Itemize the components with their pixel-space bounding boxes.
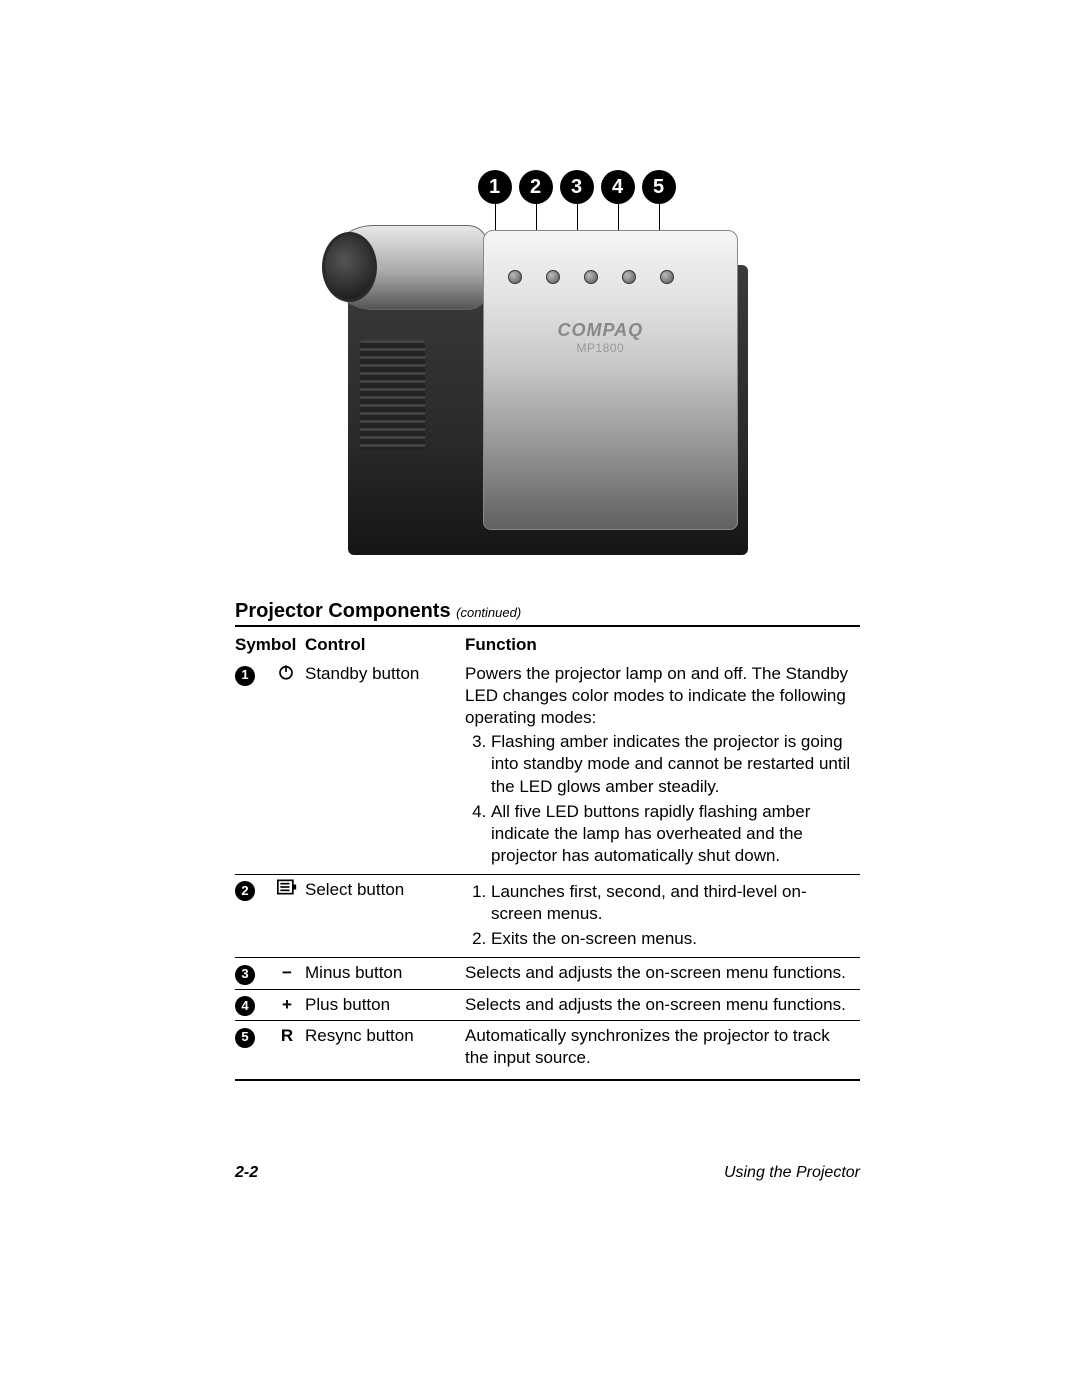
control-name: Select button	[305, 874, 465, 957]
symbol-number-badge: 4	[235, 996, 255, 1016]
select-icon	[277, 880, 297, 899]
components-table: Symbol Control Function 1Standby buttonP…	[235, 631, 860, 1073]
callout-2: 2	[519, 170, 553, 204]
header-control: Control	[305, 631, 465, 659]
control-icon: −	[277, 962, 297, 984]
function-list-item: Exits the on-screen menus.	[491, 928, 854, 950]
page-footer: 2-2 Using the Projector	[235, 1164, 860, 1182]
control-name: Minus button	[305, 958, 465, 989]
table-row: 3 −Minus buttonSelects and adjusts the on…	[235, 958, 860, 989]
section-title-text: Projector Components	[235, 600, 451, 622]
callout-1: 1	[478, 170, 512, 204]
control-icon-cell	[277, 659, 305, 874]
function-text: Selects and adjusts the on-screen menu f…	[465, 962, 854, 984]
symbol-cell: 5	[235, 1021, 277, 1074]
function-cell: Launches first, second, and third-level …	[465, 874, 860, 957]
table-row: 1 Standby buttonPowers the projector lamp…	[235, 659, 860, 874]
symbol-cell: 4	[235, 989, 277, 1020]
projector-button	[584, 270, 598, 284]
symbol-number-badge: 1	[235, 666, 255, 686]
function-text: Selects and adjusts the on-screen menu f…	[465, 994, 854, 1016]
symbol-number-badge: 2	[235, 881, 255, 901]
standby-icon	[277, 666, 295, 685]
table-row: 5 R Resync buttonAutomatically synchronize…	[235, 1021, 860, 1074]
callout-row: 1 2 3 4 5	[478, 170, 676, 204]
symbol-number-badge: 5	[235, 1028, 255, 1048]
symbol-cell: 2	[235, 874, 277, 957]
header-symbol: Symbol	[235, 631, 305, 659]
projector-vents	[360, 340, 425, 450]
projector-button	[660, 270, 674, 284]
brand-text: COMPAQ	[558, 320, 644, 341]
callout-4: 4	[601, 170, 635, 204]
callout-5: 5	[642, 170, 676, 204]
projector-buttons	[508, 270, 674, 284]
symbol-cell: 3	[235, 958, 277, 989]
function-cell: Selects and adjusts the on-screen menu f…	[465, 989, 860, 1020]
function-list-item: All five LED buttons rapidly flashing am…	[491, 801, 854, 867]
control-icon: R	[277, 1025, 297, 1047]
function-cell: Automatically synchronizes the projector…	[465, 1021, 860, 1074]
projector-lens	[322, 232, 377, 302]
table-row: 2 Select button Launches first, second, an…	[235, 874, 860, 957]
content-area: Projector Components (continued) Symbol …	[235, 600, 860, 1081]
table-row: 4 + Plus buttonSelects and adjusts the on-…	[235, 989, 860, 1020]
function-list: Launches first, second, and third-level …	[465, 881, 854, 950]
section-continued: (continued)	[456, 605, 521, 620]
control-name: Resync button	[305, 1021, 465, 1074]
bottom-rule	[235, 1079, 860, 1081]
projector-figure: 1 2 3 4 5 COMPAQ MP1800	[328, 170, 768, 580]
function-list-item: Launches first, second, and third-level …	[491, 881, 854, 925]
header-function: Function	[465, 631, 860, 659]
function-list-item: Flashing amber indicates the projector i…	[491, 731, 854, 797]
function-list: Flashing amber indicates the projector i…	[465, 731, 854, 867]
projector-brand: COMPAQ MP1800	[558, 320, 644, 355]
function-text: Automatically synchronizes the projector…	[465, 1025, 854, 1069]
function-cell: Powers the projector lamp on and off. Th…	[465, 659, 860, 874]
section-title: Projector Components (continued)	[235, 600, 860, 627]
control-icon-cell: R	[277, 1021, 305, 1074]
control-icon-cell: −	[277, 958, 305, 989]
callout-3: 3	[560, 170, 594, 204]
projector-button	[508, 270, 522, 284]
control-icon-cell	[277, 874, 305, 957]
control-name: Plus button	[305, 989, 465, 1020]
symbol-cell: 1	[235, 659, 277, 874]
control-name: Standby button	[305, 659, 465, 874]
chapter-title: Using the Projector	[724, 1164, 860, 1182]
function-cell: Selects and adjusts the on-screen menu f…	[465, 958, 860, 989]
projector-button	[622, 270, 636, 284]
symbol-number-badge: 3	[235, 965, 255, 985]
page-number: 2-2	[235, 1164, 258, 1182]
function-intro: Powers the projector lamp on and off. Th…	[465, 663, 854, 729]
projector-button	[546, 270, 560, 284]
control-icon-cell: +	[277, 989, 305, 1020]
model-text: MP1800	[558, 341, 644, 355]
control-icon: +	[277, 994, 297, 1016]
